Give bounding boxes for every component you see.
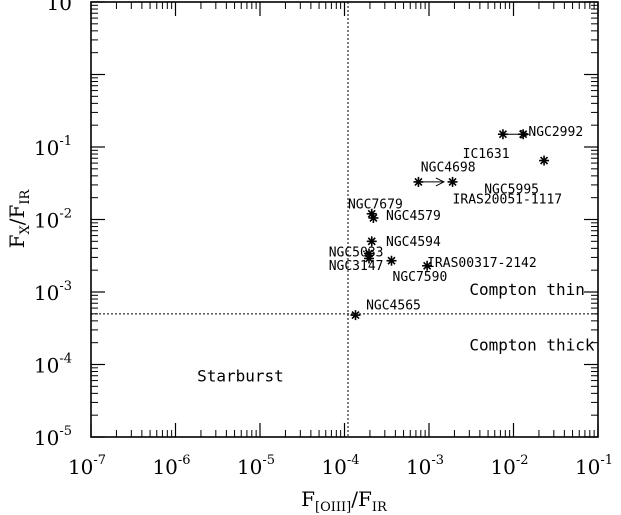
point-label: NGC7590	[393, 270, 448, 285]
limit-arrowhead	[520, 129, 530, 139]
point-ngc7590: NGC7590	[386, 255, 448, 285]
x-tick-label: 10-1	[575, 453, 613, 479]
point-label: NGC4579	[386, 209, 441, 224]
point-marker	[540, 156, 549, 165]
x-tick-label: 10-2	[490, 453, 528, 479]
point-ngc5995: NGC5995	[484, 155, 550, 197]
x-tick-label: 10-4	[321, 453, 359, 479]
point-label: IRAS00317-2142	[427, 256, 537, 271]
y-tick-label: 10	[47, 0, 72, 15]
point-label: NGC4698	[421, 161, 476, 176]
point-ngc2992: NGC2992	[518, 125, 583, 140]
point-label: NGC5995	[484, 182, 539, 197]
point-label: NGC2992	[528, 125, 583, 140]
point-ngc7679: NGC7679	[348, 198, 403, 219]
divider-lines	[91, 2, 598, 437]
x-tick-label: 10-7	[68, 453, 106, 479]
tick-marks	[90, 1, 599, 438]
point-marker	[369, 213, 378, 223]
point-marker	[498, 130, 508, 139]
region-labels: Compton thin Compton thick Starburst	[197, 280, 595, 386]
region-label: Compton thin	[469, 280, 585, 299]
y-axis-title: FX/FIR	[5, 188, 33, 248]
x-axis-title: F[OIII]/FIR	[301, 487, 388, 515]
point-ngc4594: NGC4594	[366, 235, 441, 250]
x-tick-label: 10-6	[152, 453, 190, 479]
point-ngc4698: NGC4698	[413, 161, 476, 187]
point-ngc4579: NGC4579	[368, 209, 441, 224]
point-marker	[351, 311, 360, 320]
point-ic1631: IC1631	[463, 129, 530, 162]
region-label: Starburst	[197, 367, 284, 386]
x-tick-labels: 10-7 10-6 10-5 10-4 10-3 10-2 10-1	[68, 453, 613, 479]
point-label: NGC4565	[366, 299, 421, 314]
point-ngc4565: NGC4565	[350, 299, 421, 321]
point-marker	[367, 237, 376, 246]
point-marker	[367, 209, 376, 218]
point-label: NGC3147	[329, 259, 384, 274]
point-label: IC1631	[463, 147, 510, 162]
x-tick-label: 10-3	[406, 453, 444, 479]
point-marker	[448, 177, 457, 186]
point-label: IRAS20051-1117	[453, 192, 563, 207]
point-marker	[414, 177, 423, 186]
y-tick-label: 10-5	[34, 424, 72, 450]
limit-arrowhead	[435, 177, 445, 187]
y-tick-label: 10-1	[34, 134, 72, 160]
plot-frame	[90, 1, 599, 438]
y-tick-label: 10-3	[34, 279, 72, 305]
point-iras20051-1117: IRAS20051-1117	[447, 176, 563, 207]
data-points: NGC2992 IC1631 NGC5995 NGC4698 IRAS20051-111…	[329, 125, 583, 321]
point-label: NGC7679	[348, 198, 403, 213]
region-label: Compton thick	[469, 335, 595, 354]
point-label: NGC4594	[386, 235, 441, 250]
y-tick-labels: 10-5 10-4 10-3 10-2 10-1 10	[34, 0, 72, 450]
point-marker	[423, 261, 432, 270]
point-marker	[364, 254, 374, 263]
point-marker	[387, 256, 396, 265]
point-ngc3147: NGC3147	[329, 253, 384, 274]
y-tick-label: 10-2	[34, 207, 72, 233]
y-tick-label: 10-4	[34, 352, 72, 378]
point-iras00317-2142: IRAS00317-2142	[422, 256, 537, 271]
x-tick-label: 10-5	[237, 453, 275, 479]
